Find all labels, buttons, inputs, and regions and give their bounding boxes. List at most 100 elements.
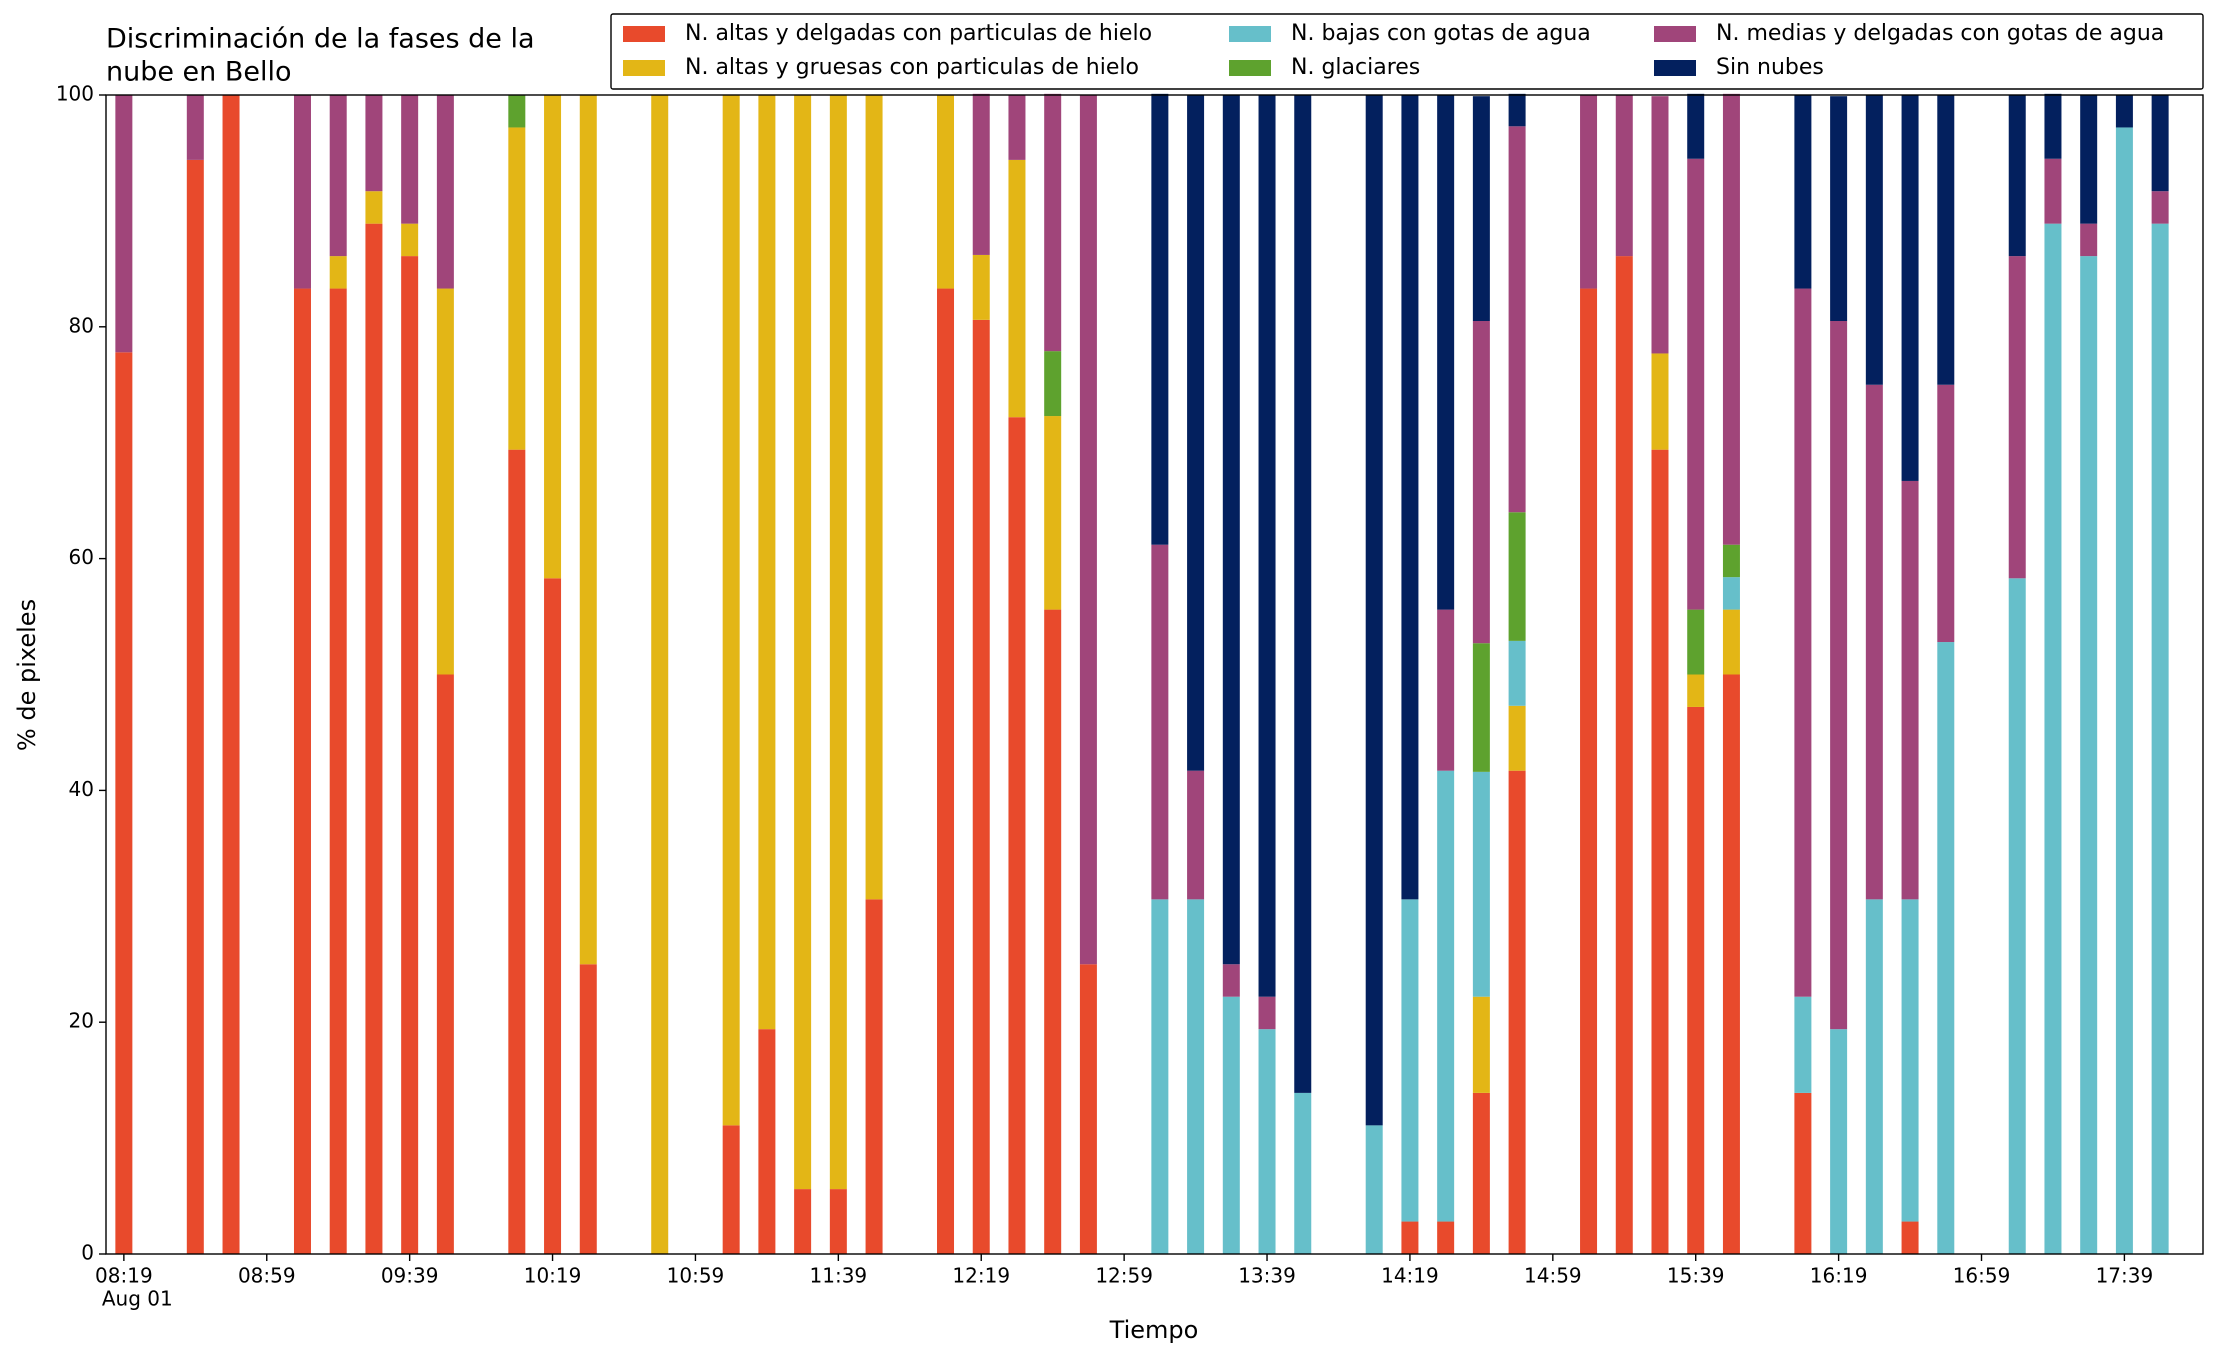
bar-segment	[1437, 95, 1455, 610]
bar-segment	[365, 95, 383, 192]
bar-segment	[579, 964, 597, 1254]
bar-segment	[937, 288, 955, 1255]
bar-segment	[2080, 256, 2098, 1254]
legend-swatch	[1654, 26, 1696, 42]
bar-segment	[972, 93, 990, 255]
bar-segment	[1151, 93, 1169, 545]
bar-segment	[1472, 771, 1490, 997]
bar-segment	[2008, 95, 2026, 257]
bar-segment	[1044, 93, 1062, 352]
bar-segment	[1794, 1092, 1812, 1254]
bar-segment	[1830, 96, 1848, 322]
bar-segment	[436, 288, 454, 675]
bar-segment	[1187, 770, 1205, 900]
bar-segment	[1222, 996, 1240, 1254]
bar-segment	[1865, 95, 1883, 385]
bar-segment	[1794, 996, 1812, 1093]
bar-segment	[1687, 706, 1705, 1254]
bar-segment	[186, 95, 204, 160]
legend-box	[610, 13, 2204, 90]
bar-segment	[2151, 223, 2169, 1254]
bar-segment	[508, 449, 526, 1254]
bar-segment	[1830, 1029, 1848, 1254]
bar-segment	[1651, 96, 1669, 354]
bar-segment	[1830, 321, 1848, 1030]
legend-label: N. medias y delgadas con gotas de agua	[1716, 21, 2164, 46]
bar-segment	[186, 159, 204, 1254]
bar-segment	[1580, 95, 1598, 289]
bar-segment	[1615, 256, 1633, 1254]
legend-label: N. bajas con gotas de agua	[1291, 21, 1591, 46]
bar-segment	[1794, 95, 1812, 289]
bar-segment	[508, 95, 526, 128]
bar-segment	[1651, 353, 1669, 450]
bar-segment	[2044, 158, 2062, 224]
bar-segment	[544, 95, 562, 579]
bar-segment	[1508, 126, 1526, 513]
x-tick-label: 15:39	[1667, 1264, 1725, 1288]
bar-segment	[544, 578, 562, 1254]
bar-segment	[329, 95, 347, 257]
bar-segment	[1079, 964, 1097, 1254]
x-tick-label: 08:19	[95, 1264, 153, 1288]
bar-segment	[1508, 705, 1526, 771]
bar-segment	[2151, 95, 2169, 192]
bar-segment	[401, 95, 419, 224]
bar-segment	[2080, 223, 2098, 257]
bar-segment	[651, 95, 669, 1254]
bar-segment	[1437, 770, 1455, 1222]
bar-segment	[2008, 578, 2026, 1254]
bar-segment	[1722, 544, 1740, 578]
y-tick-label: 60	[69, 545, 94, 569]
bar-segment	[222, 95, 240, 1254]
bar-segment	[1008, 417, 1026, 1254]
chart-title: nube en Bello	[106, 57, 292, 88]
legend-swatch	[1654, 60, 1696, 76]
bar-segment	[1044, 351, 1062, 417]
bar-segment	[1722, 674, 1740, 1254]
bar-segment	[1901, 480, 1919, 900]
bar-segment	[758, 1029, 776, 1254]
x-tick-label: 16:19	[1810, 1264, 1868, 1288]
bar-segment	[1580, 288, 1598, 1255]
y-tick-label: 80	[69, 313, 94, 337]
bar-segment	[1044, 609, 1062, 1254]
plot-frame	[105, 94, 2204, 1255]
bar-segment	[1222, 95, 1240, 965]
x-tick-label: 12:59	[1095, 1264, 1153, 1288]
bar-segment	[1187, 899, 1205, 1254]
x-tick-label: 10:19	[524, 1264, 582, 1288]
bar-segment	[1472, 96, 1490, 322]
x-tick-label: 10:59	[667, 1264, 725, 1288]
bar-segment	[1651, 449, 1669, 1254]
bar-segment	[1294, 1092, 1312, 1254]
bar-segment	[401, 256, 419, 1254]
bar-segment	[1151, 899, 1169, 1254]
bar-segment	[829, 95, 847, 1190]
legend-label: N. altas y delgadas con particulas de hi…	[685, 21, 1152, 46]
bar-segment	[1472, 996, 1490, 1093]
bar-segment	[1365, 95, 1383, 1126]
legend-label: N. altas y gruesas con particulas de hie…	[685, 55, 1139, 80]
bar-segment	[1008, 95, 1026, 160]
bar-segment	[2044, 223, 2062, 1254]
y-tick-label: 100	[56, 82, 94, 106]
bar-segment	[508, 127, 526, 450]
bar-segment	[436, 674, 454, 1254]
x-tick-label: 09:39	[381, 1264, 439, 1288]
x-axis-label: Tiempo	[1109, 1316, 1199, 1344]
bar-segment	[1258, 996, 1276, 1030]
bar-segment	[1901, 1221, 1919, 1254]
bar-segment	[1437, 1221, 1455, 1254]
bar-segment	[972, 319, 990, 1254]
bar-segment	[1687, 609, 1705, 675]
y-tick-label: 0	[81, 1241, 94, 1265]
bar-segment	[2115, 95, 2133, 128]
bar-segment	[1258, 95, 1276, 997]
bar-segment	[1937, 642, 1955, 1254]
bar-segment	[1508, 640, 1526, 706]
bar-segment	[1472, 643, 1490, 772]
bar-segment	[1615, 95, 1633, 257]
bar-segment	[1865, 384, 1883, 900]
bar-segment	[1365, 1125, 1383, 1254]
